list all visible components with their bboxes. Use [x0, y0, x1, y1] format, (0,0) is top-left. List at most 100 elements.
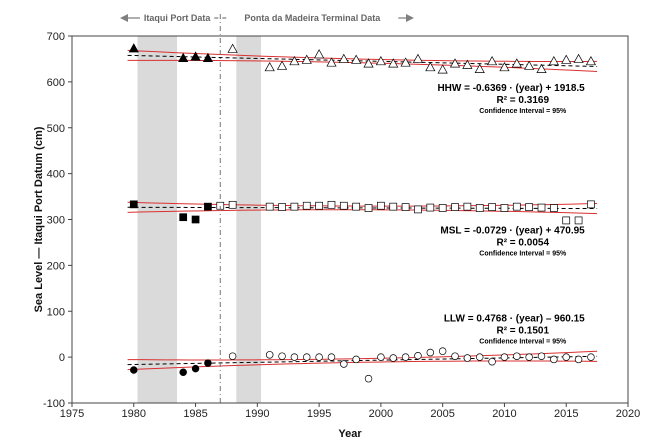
hhw-ponta-point: [561, 54, 572, 64]
msl-ponta-point: [426, 203, 435, 212]
hhw-equation: HHW = -0.6369 · (year) + 1918.5: [437, 83, 585, 94]
llw-ponta-point: [574, 355, 583, 364]
x-tick-label: 1975: [60, 408, 84, 420]
hhw-ponta-point: [326, 57, 337, 67]
hhw-ponta-point: [449, 58, 461, 68]
y-tick-label: -100: [43, 398, 65, 410]
llw-ponta-point: [537, 352, 546, 360]
x-tick-label: 1995: [307, 408, 331, 420]
msl-ponta-point: [562, 216, 571, 225]
hhw-ponta-point: [264, 61, 275, 72]
y-tick-label: 200: [47, 260, 65, 272]
llw-ponta-point: [377, 353, 385, 361]
y-tick-label: 300: [47, 215, 65, 227]
llw-itaqui-point: [204, 359, 212, 367]
y-tick-label: 500: [47, 123, 65, 135]
msl-ponta-point: [401, 203, 410, 211]
msl-ponta-point: [475, 204, 484, 212]
hhw-ponta-point: [425, 61, 436, 72]
hhw-ponta-point: [289, 56, 300, 66]
hhw-ponta-point: [474, 63, 485, 73]
confidence-band-upper-hhw: [127, 49, 598, 62]
hhw-ponta-point: [227, 43, 238, 53]
hhw-ponta-point: [412, 53, 424, 63]
y-tick-label: 400: [47, 169, 65, 181]
llw-ponta-point: [451, 352, 459, 360]
llw-ponta-point: [525, 353, 533, 361]
msl-ponta-point: [377, 201, 385, 210]
hhw-itaqui-point: [190, 51, 201, 61]
llw-ponta-point: [327, 353, 336, 361]
x-axis-title: Year: [338, 428, 362, 439]
llw-equation: LLW = 0.4768 · (year) – 960.15: [444, 313, 585, 324]
msl-ponta-point: [290, 202, 299, 211]
msl-confidence-note: Confidence Interval = 95%: [479, 250, 567, 257]
data-points: [128, 43, 597, 383]
x-tick-label: 2020: [616, 408, 640, 420]
hhw-itaqui-point: [178, 52, 189, 62]
x-tick-label: 1985: [183, 408, 207, 420]
hhw-confidence-note: Confidence Interval = 95%: [479, 108, 567, 115]
msl-itaqui-point: [179, 213, 188, 222]
msl-ponta-point: [463, 202, 472, 211]
msl-ponta-point: [389, 202, 398, 211]
msl-ponta-point: [512, 202, 521, 211]
msl-ponta-point: [488, 203, 496, 211]
ponta-period-label: Ponta da Madeira Terminal Data: [244, 13, 381, 23]
y-tick-label: 600: [47, 77, 65, 89]
llw-ponta-point: [389, 354, 397, 362]
llw-ponta-point: [340, 360, 348, 368]
msl-ponta-point: [364, 204, 373, 212]
hhw-ponta-point: [511, 58, 522, 68]
hhw-ponta-point: [437, 64, 448, 74]
llw-ponta-point: [587, 353, 595, 361]
msl-ponta-point: [339, 201, 348, 210]
llw-ponta-point: [290, 353, 299, 361]
ponta-period-arrowhead: [406, 14, 414, 22]
llw-itaqui-point: [130, 366, 138, 374]
llw-ponta-point: [438, 347, 447, 355]
hhw-ponta-point: [388, 58, 399, 68]
msl-r-squared: R² = 0.0054: [496, 237, 549, 248]
llw-itaqui-point: [179, 368, 187, 377]
llw-ponta-point: [364, 374, 373, 383]
y-tick-label: 0: [59, 352, 65, 364]
msl-ponta-point: [302, 201, 311, 210]
x-tick-label: 2000: [369, 408, 393, 420]
hhw-ponta-point: [301, 54, 312, 64]
hhw-ponta-point: [462, 59, 473, 69]
x-tick-label: 2005: [430, 408, 454, 420]
llw-ponta-point: [475, 353, 484, 361]
hhw-ponta-point: [524, 60, 535, 70]
x-tick-label: 1980: [122, 408, 146, 420]
llw-ponta-point: [278, 352, 286, 360]
msl-ponta-point: [574, 216, 583, 225]
llw-ponta-point: [488, 357, 496, 366]
msl-ponta-point: [315, 201, 323, 210]
msl-ponta-point: [278, 203, 286, 211]
llw-itaqui-point: [191, 364, 200, 373]
hhw-ponta-point: [573, 53, 584, 63]
hhw-ponta-point: [314, 49, 325, 59]
ponta-label-bg: [226, 10, 399, 24]
hhw-ponta-point: [363, 58, 374, 68]
llw-confidence-note: Confidence Interval = 95%: [479, 338, 567, 345]
itaqui-period-arrowhead: [120, 14, 128, 22]
axes: 1975 1980 1985 1990 1995 2000 2005 2010 2015 2020…: [33, 14, 640, 439]
hhw-ponta-point: [585, 56, 597, 66]
msl-itaqui-point: [129, 200, 138, 209]
hhw-ponta-point: [276, 60, 288, 70]
msl-ponta-point: [537, 203, 546, 212]
annotations: Itaqui Port Data Ponta da Madeira Termina…: [120, 10, 585, 345]
hhw-ponta-point: [351, 54, 362, 64]
itaqui-period-label: Itaqui Port Data: [144, 13, 212, 23]
llw-ponta-point: [401, 353, 410, 361]
x-tick-label: 2010: [492, 408, 516, 420]
msl-ponta-point: [587, 200, 595, 209]
llw-ponta-point: [352, 355, 360, 364]
llw-ponta-point: [513, 352, 521, 360]
hhw-ponta-point: [338, 53, 349, 63]
shaded-periods: [137, 36, 262, 403]
y-tick-label: 100: [47, 306, 65, 318]
